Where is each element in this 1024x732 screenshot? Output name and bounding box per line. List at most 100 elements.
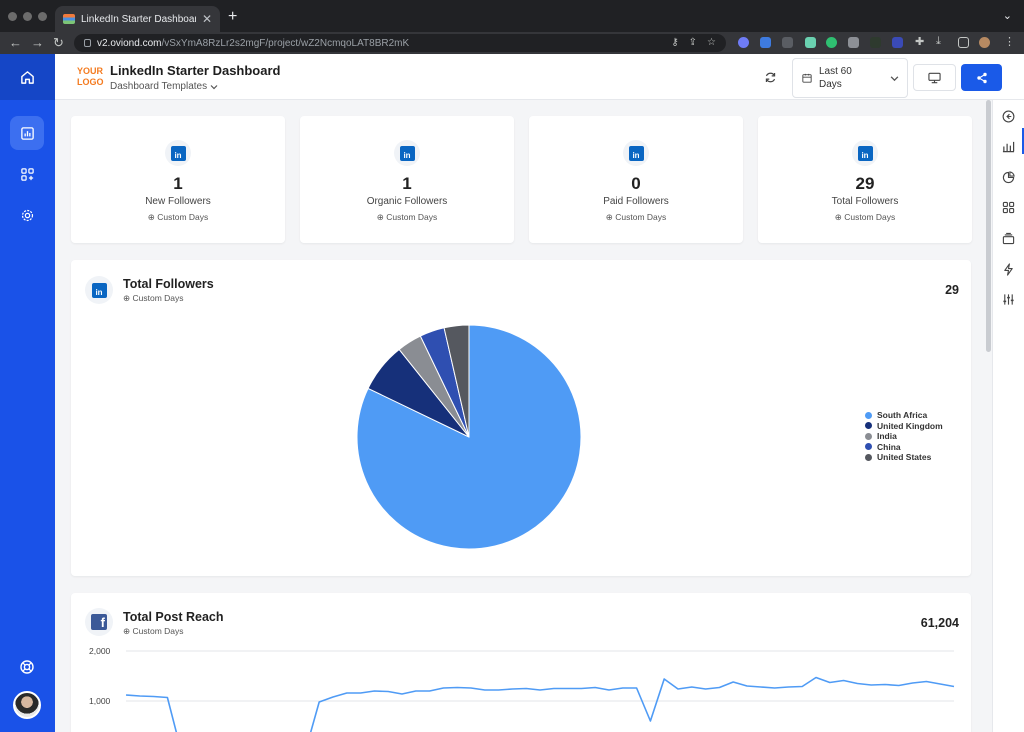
kpi-label: New Followers [145,196,211,207]
address-bar[interactable]: v2.oviond.com /vSxYmA8RzLr2s2mgF/project… [74,34,726,52]
browser-tab-strip: LinkedIn Starter Dashboard ✕ + ⌄ [0,0,1024,32]
line-chart: 2,000 1,000 [89,646,955,732]
refresh-icon [765,72,775,82]
tab-search-chevron-icon[interactable]: ⌄ [1002,10,1012,22]
legend-item[interactable]: United Kingdom [865,421,943,432]
grid-icon [1002,201,1014,213]
apps-add-icon [20,167,34,181]
widget-icon-wrap: f [85,608,113,636]
rail-actions-button[interactable] [1001,262,1015,276]
extension-2-icon[interactable] [760,37,771,48]
kpi-icon-wrap: in [623,140,649,166]
kpi-card-paid-followers[interactable]: in 0 Paid Followers ⊕ Custom Days [529,116,743,243]
logo-line-2: LOGO [77,77,104,87]
extension-8-icon[interactable] [892,37,903,48]
kpi-icon-wrap: in [394,140,420,166]
kpi-period-label: Custom Days [615,212,667,222]
reload-icon[interactable]: ↻ [53,35,64,50]
gear-icon [21,209,33,221]
linkedin-icon: in [628,145,644,161]
rail-layers-button[interactable] [1001,231,1015,245]
back-arrow-icon[interactable]: ← [9,35,22,50]
total-post-reach-widget[interactable]: f Total Post Reach ⊕ Custom Days 61,204 … [71,593,971,732]
user-avatar[interactable] [13,691,41,719]
download-icon[interactable]: ⤓ [936,35,941,47]
sidebar-item-integrations[interactable] [10,157,44,191]
logo-line-1: YOUR [77,66,104,76]
legend-item[interactable]: South Africa [865,410,943,421]
legend-swatch [865,422,872,430]
extension-1-icon[interactable] [738,37,749,48]
url-host: v2.oviond.com [97,37,162,49]
sidebar-item-help[interactable] [10,650,44,684]
total-followers-widget[interactable]: in Total Followers ⊕ Custom Days 29 Sout… [71,260,971,576]
kpi-icon-wrap: in [852,140,878,166]
widget-period: ⊕ Custom Days [123,626,184,637]
profile-avatar-icon[interactable] [979,37,990,48]
share-page-icon[interactable]: ⇪ [688,37,698,48]
legend-label: United Kingdom [877,420,943,431]
legend-item[interactable]: India [865,431,943,442]
kpi-period: ⊕ Custom Days [758,212,972,223]
extension-7-icon[interactable] [870,37,881,48]
legend-swatch [865,443,872,451]
rail-collapse-button[interactable] [1001,109,1015,123]
sidebar-item-settings[interactable] [10,198,44,232]
extension-3-icon[interactable] [782,37,793,48]
key-icon[interactable]: ⚷ [671,37,679,48]
stack-icon [1002,232,1014,244]
rail-widgets-button[interactable] [1001,200,1015,214]
kpi-value: 29 [855,174,875,193]
legend-item[interactable]: China [865,442,943,453]
window-minimize-dot[interactable] [23,12,32,21]
tab-favicon-icon [63,14,75,24]
series-line[interactable] [125,676,955,732]
kpi-card-total-followers[interactable]: in 29 Total Followers ⊕ Custom Days [758,116,972,243]
share-button[interactable] [961,64,1002,91]
extension-4-icon[interactable] [805,37,816,48]
kpi-label: Total Followers [831,196,899,207]
kpi-label: Paid Followers [603,196,669,207]
window-zoom-dot[interactable] [38,12,47,21]
kpi-card-organic-followers[interactable]: in 1 Organic Followers ⊕ Custom Days [300,116,514,243]
rail-charts-button[interactable] [1001,139,1015,153]
refresh-button[interactable] [761,68,779,86]
pie-slice[interactable] [443,324,470,438]
side-panel-icon[interactable] [958,37,969,48]
kpi-period-label: Custom Days [157,212,209,222]
new-tab-icon[interactable]: + [228,8,238,25]
extensions-puzzle-icon[interactable]: ✚ [915,36,925,48]
linkedin-icon: in [170,145,186,161]
kpi-card-new-followers[interactable]: in 1 New Followers ⊕ Custom Days [71,116,285,243]
bookmark-star-icon[interactable]: ☆ [707,37,716,48]
canvas-scrollbar[interactable] [986,100,991,352]
rail-adjust-button[interactable] [1001,292,1015,306]
present-button[interactable] [913,64,956,91]
kpi-value: 1 [402,174,412,193]
dashboard-templates-dropdown[interactable]: Dashboard Templates [110,81,218,92]
extension-6-icon[interactable] [848,37,859,48]
globe-icon: ⊕ [123,293,131,303]
sidebar-item-dashboards[interactable] [10,116,44,150]
lightning-icon [1003,262,1013,276]
browser-tab[interactable]: LinkedIn Starter Dashboard ✕ [55,6,220,32]
globe-icon: ⊕ [123,626,131,636]
extension-5-icon[interactable] [826,37,837,48]
forward-arrow-icon[interactable]: → [31,35,44,50]
browser-toolbar: ← → ↻ v2.oviond.com /vSxYmA8RzLr2s2mgF/p… [0,32,1024,54]
window-close-dot[interactable] [8,12,17,21]
date-range-picker[interactable]: Last 60 Days [792,58,908,98]
rail-pie-button[interactable] [1001,170,1015,184]
home-button[interactable] [0,54,55,100]
legend-item[interactable]: United States [865,452,943,463]
kpi-value: 0 [631,174,641,193]
monitor-icon [928,72,941,83]
browser-menu-icon[interactable]: ⋮ [1004,36,1015,48]
linkedin-icon: in [399,145,415,161]
tab-close-icon[interactable]: ✕ [201,12,212,26]
kpi-icon-wrap: in [165,140,191,166]
chevron-down-icon [890,75,899,81]
lock-icon [84,39,91,47]
widget-total: 29 [945,283,959,297]
templates-label: Dashboard Templates [110,81,208,92]
